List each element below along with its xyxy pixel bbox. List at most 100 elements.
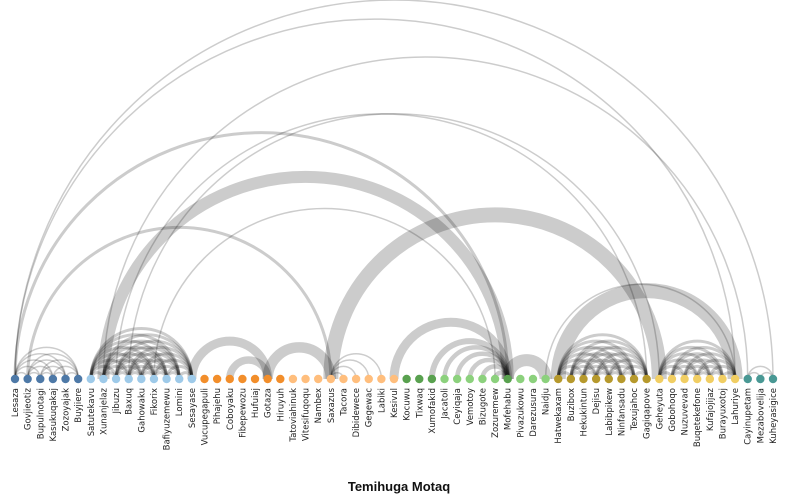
node-dot [465, 374, 474, 384]
node-dot [478, 374, 487, 384]
link-arc [619, 364, 649, 380]
link-arc [114, 346, 181, 380]
link-arc [114, 364, 143, 380]
node-dot [263, 374, 272, 384]
link-arc [89, 345, 156, 380]
link-arc [127, 352, 181, 380]
link-arc [683, 352, 737, 380]
node-label: Pihajehu [213, 388, 223, 424]
link-arc [594, 358, 636, 380]
node-label: Gobohoqo [668, 388, 678, 432]
node-dot [377, 374, 386, 384]
link-arc [26, 226, 333, 380]
node-dot [629, 374, 639, 384]
node-label: Hufuiaj [251, 388, 261, 418]
node-label: Xumofakid [428, 388, 438, 434]
node-dot [655, 374, 664, 384]
link-arc [262, 342, 337, 380]
node-dot [339, 374, 348, 384]
link-arc [683, 364, 712, 380]
link-arc [582, 364, 611, 380]
node-dot [10, 374, 20, 384]
link-arc [670, 358, 712, 380]
link-arc [139, 352, 194, 380]
link-arc [569, 358, 611, 380]
node-dot [99, 374, 108, 384]
node-label: Govjieotiz [24, 387, 34, 430]
node-dot [175, 374, 184, 384]
link-arc [556, 364, 585, 380]
node-dot [667, 374, 677, 384]
link-arc [101, 345, 169, 380]
node-label: Zozoyajak [62, 388, 72, 431]
labels-layer: Lesaza Govjieotiz Bupulnotagi Kasukuqakaj Zo… [11, 387, 779, 450]
link-arc [569, 346, 636, 380]
link-arc [52, 365, 79, 380]
link-arc [14, 365, 42, 380]
node-label: Vemotoy [466, 388, 476, 425]
node-dot [326, 374, 336, 384]
node-label: Geheyuta [655, 388, 665, 429]
node-dot [389, 374, 399, 384]
node-label: Lesaza [11, 388, 21, 417]
node-label: Lahuriye [731, 388, 741, 425]
node-label: Vucupegapuli [201, 388, 211, 445]
node-label: Kufajojijaz [706, 387, 716, 431]
link-arc [683, 358, 724, 380]
node-dot [516, 374, 525, 384]
link-arc [114, 339, 194, 380]
link-arc [127, 112, 661, 380]
link-arc [14, 353, 67, 380]
node-dot [718, 374, 727, 384]
link-arc [695, 358, 737, 380]
link-arc [89, 358, 131, 380]
link-arc [657, 358, 699, 380]
node-dot [566, 374, 576, 384]
node-dot [137, 374, 146, 384]
link-arc [746, 365, 774, 380]
node-dot [36, 374, 45, 384]
link-arc [556, 352, 611, 380]
link-arc [670, 352, 724, 380]
link-arc [101, 339, 181, 380]
node-label: Kesivul [390, 388, 400, 418]
node-label: Buyjiere [74, 388, 84, 423]
link-arc [139, 358, 181, 380]
link-arc [101, 352, 156, 380]
node-label: Lomini [175, 388, 185, 416]
link-arc [14, 346, 79, 380]
node-label: Fibepewozu [238, 388, 248, 438]
node-label: Nambex [314, 388, 324, 423]
link-arc [330, 359, 370, 380]
node-label: Gegewac [365, 388, 375, 428]
link-arc [39, 359, 79, 380]
node-dot [314, 374, 323, 384]
node-dot [225, 374, 234, 384]
link-arc [89, 339, 169, 380]
link-arc [323, 207, 667, 380]
link-arc [152, 364, 181, 380]
node-dot [23, 374, 32, 384]
node-dot [86, 374, 96, 384]
link-arc [26, 359, 67, 380]
link-arc [556, 333, 649, 380]
link-arc [152, 358, 194, 380]
node-label: Burayuxotoj [718, 388, 728, 439]
link-arc [708, 364, 737, 380]
link-arc [556, 345, 623, 380]
node-label: Gagiqapove [643, 388, 653, 439]
node-label: Hatwekaxam [554, 388, 564, 444]
node-dot [743, 374, 752, 384]
link-arc [187, 336, 273, 380]
node-label: Ceyiqaja [453, 388, 463, 425]
node-label: Dejisu [592, 388, 602, 414]
link-arc [101, 358, 143, 380]
node-dot [238, 374, 247, 384]
arcs-layer [13, 0, 774, 380]
link-arc [13, 131, 510, 380]
link-arc [501, 354, 552, 380]
node-label: Gahowaku [137, 388, 147, 433]
link-arc [127, 364, 156, 380]
node-dot [250, 374, 260, 384]
node-label: Saxazus [327, 387, 337, 423]
